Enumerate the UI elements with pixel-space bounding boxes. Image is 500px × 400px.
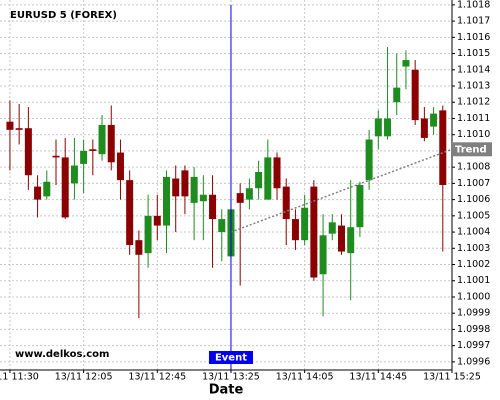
candle-body (172, 178, 180, 197)
candle-body (6, 121, 14, 130)
y-tick-label: 1.1012 (457, 97, 490, 108)
candle-body (310, 186, 318, 278)
y-tick-label: 1.1005 (457, 210, 490, 221)
candle-body (255, 172, 263, 189)
candle-body (163, 176, 171, 226)
plot (6, 5, 453, 370)
y-tick-label: 1.1004 (457, 227, 490, 238)
candle-body (144, 215, 152, 254)
candle-body (218, 219, 226, 233)
candle-body (411, 69, 419, 121)
candle-body (181, 170, 189, 197)
candle-body (209, 194, 217, 220)
candle-body (80, 150, 88, 164)
y-tick-label: 1.1018 (457, 0, 490, 10)
candle-body (319, 235, 327, 275)
candle-body (135, 240, 143, 255)
x-tick-label: 13/11 14:05 (276, 372, 334, 383)
x-tick-label: 13/11 12:45 (128, 372, 186, 383)
candle-body (61, 157, 69, 218)
candle-body (116, 152, 124, 181)
y-tick-label: 1.1008 (457, 162, 490, 173)
candle-body (337, 225, 345, 252)
candle-body (153, 215, 161, 226)
y-tick-label: 1.1014 (457, 64, 490, 75)
axes-labels: 1.0996 1.0997 1.0998 1.0999 1.1000 1.1001 1.10… (0, 0, 492, 383)
candle-body (43, 181, 51, 197)
x-tick-label: 13/11 13:25 (202, 372, 260, 383)
y-tick-label: 1.1017 (457, 16, 490, 27)
candle-body (301, 207, 309, 241)
candle-body (89, 149, 97, 151)
candle-body (236, 193, 244, 203)
candle-body (24, 128, 32, 176)
candle-body (190, 176, 198, 203)
candle-body (273, 157, 281, 189)
candle-body (328, 222, 336, 234)
candle-body (439, 110, 447, 185)
y-tick-label: 1.1015 (457, 48, 490, 59)
watermark: www.delkos.com (15, 349, 109, 360)
y-tick-label: 1.0999 (457, 308, 490, 319)
y-tick-label: 1.1013 (457, 81, 490, 92)
candle-body (70, 165, 78, 184)
candle-body (52, 155, 60, 158)
trend-line (230, 148, 453, 233)
y-tick-label: 1.0996 (457, 356, 490, 367)
candle-body (356, 185, 364, 228)
candle-body (245, 188, 253, 200)
y-tick-label: 1.1011 (457, 113, 490, 124)
event-label: Event (215, 353, 247, 364)
y-tick-label: 1.1000 (457, 291, 490, 302)
candle-body (199, 194, 207, 202)
y-tick-label: 1.0997 (457, 340, 490, 351)
candle-body (98, 124, 106, 155)
chart-title: EURUSD 5 (FOREX) (10, 10, 117, 21)
event-label-box (208, 351, 253, 364)
y-tick-label: 1.1003 (457, 243, 490, 254)
trend-label: Trend (455, 144, 487, 155)
candle-body (384, 118, 392, 137)
candle-body (365, 139, 373, 181)
candle-body (15, 128, 23, 130)
candle-body (402, 60, 410, 67)
y-tick-label: 1.1007 (457, 178, 490, 189)
candle-body (291, 219, 299, 241)
candle-body (374, 118, 382, 137)
candle-body (430, 113, 438, 127)
candle-body (282, 186, 290, 220)
trend-label-box (452, 142, 492, 157)
candle-body (393, 87, 401, 103)
x-tick-label: 13/11 14:45 (349, 372, 407, 383)
y-tick-label: 1.1001 (457, 275, 490, 286)
y-tick-label: 1.1006 (457, 194, 490, 205)
y-tick-label: 1.0998 (457, 324, 490, 335)
x-axis-label: Date (209, 383, 244, 398)
candle-body (126, 180, 134, 246)
candle-body (264, 157, 272, 200)
candle-body (420, 118, 428, 138)
y-tick-label: 1.1010 (457, 129, 490, 140)
x-tick-label: 13/11 15:25 (423, 372, 481, 383)
candle-body (347, 227, 355, 254)
candle-body (34, 186, 42, 200)
y-tick-label: 1.1016 (457, 32, 490, 43)
candle-body (107, 124, 115, 163)
x-tick-label: 13/11 11:30 (0, 372, 39, 383)
y-tick-label: 1.1002 (457, 259, 490, 270)
x-tick-label: 13/11 12:05 (55, 372, 113, 383)
